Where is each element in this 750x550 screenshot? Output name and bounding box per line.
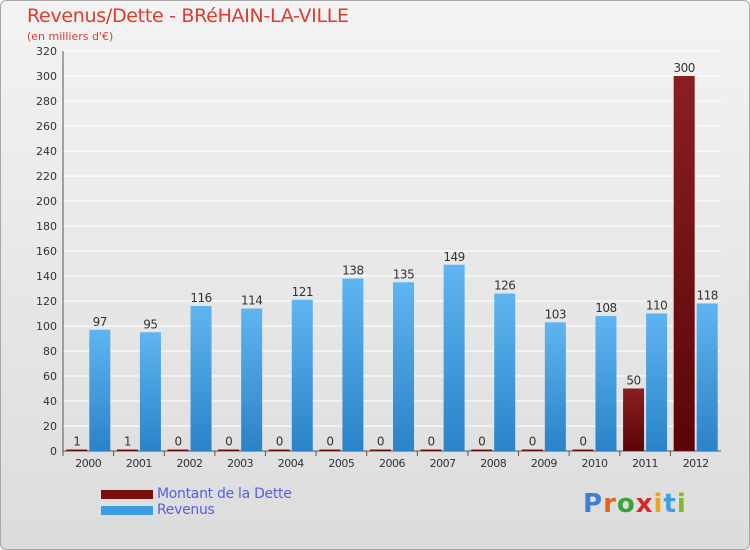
legend-label-revenus: Revenus (157, 502, 215, 518)
data-label-dette-2009: 0 (529, 435, 536, 449)
bar-revenus-2004 (291, 299, 313, 451)
bar-dette-2004 (268, 449, 290, 451)
bar-revenus-2000 (89, 329, 111, 451)
y-tick-label: 180 (36, 220, 57, 233)
data-label-dette-2000: 1 (73, 435, 80, 449)
y-tick-label: 40 (43, 395, 57, 408)
bar-dette-2006 (370, 449, 391, 451)
data-label-revenus-2012: 118 (696, 289, 717, 303)
data-label-dette-2008: 0 (478, 435, 485, 449)
y-tick-label: 260 (36, 120, 57, 133)
y-tick-label: 320 (36, 45, 57, 58)
y-tick-label: 240 (36, 145, 57, 158)
bar-revenus-2001 (139, 332, 161, 451)
data-label-dette-2002: 0 (174, 435, 181, 449)
x-tick-label: 2009 (531, 457, 557, 470)
bar-dette-2001 (116, 449, 138, 451)
x-tick-label: 2000 (75, 457, 101, 470)
y-tick-label: 300 (36, 70, 57, 83)
y-tick-label: 140 (36, 270, 57, 283)
data-label-dette-2010: 0 (579, 435, 586, 449)
x-tick-label: 2002 (177, 457, 203, 470)
bar-revenus-2006 (393, 282, 414, 451)
y-tick-label: 60 (43, 370, 57, 383)
y-tick-label: 0 (50, 445, 57, 458)
x-tick-label: 2001 (126, 457, 152, 470)
data-label-revenus-2009: 103 (545, 307, 566, 321)
data-label-dette-2006: 0 (377, 435, 384, 449)
y-tick-label: 220 (36, 170, 57, 183)
legend-label-dette: Montant de la Dette (157, 486, 292, 502)
data-label-revenus-2002: 116 (190, 291, 211, 305)
bar-revenus-2009 (544, 322, 566, 451)
bar-dette-2005 (319, 449, 341, 451)
data-label-revenus-2003: 114 (241, 294, 262, 308)
data-label-revenus-2010: 108 (595, 301, 616, 315)
data-label-dette-2001: 1 (124, 435, 131, 449)
bar-dette-2007 (420, 449, 442, 451)
logo-letter: r (603, 489, 617, 519)
y-tick-label: 120 (36, 295, 57, 308)
y-tick-label: 200 (36, 195, 57, 208)
x-tick-label: 2005 (328, 457, 354, 470)
bar-revenus-2003 (241, 308, 263, 451)
data-label-dette-2007: 0 (428, 435, 435, 449)
logo-letter: o (616, 489, 636, 519)
x-tick-label: 2004 (278, 457, 304, 470)
data-label-revenus-2001: 95 (143, 317, 157, 331)
bar-revenus-2002 (190, 306, 212, 451)
data-label-dette-2012: 300 (673, 61, 694, 75)
data-label-revenus-2005: 138 (342, 264, 363, 278)
bar-revenus-2011 (646, 313, 668, 451)
y-tick-label: 280 (36, 95, 57, 108)
bar-dette-2012 (673, 76, 695, 451)
data-label-revenus-2004: 121 (292, 285, 313, 299)
bar-revenus-2010 (595, 316, 617, 451)
data-label-dette-2005: 0 (326, 435, 333, 449)
bar-revenus-2008 (494, 293, 516, 451)
data-label-dette-2003: 0 (225, 435, 232, 449)
bar-dette-2000 (66, 449, 88, 451)
bar-dette-2010 (572, 449, 594, 451)
y-tick-label: 160 (36, 245, 57, 258)
bar-dette-2002 (167, 449, 189, 451)
data-label-revenus-2007: 149 (443, 250, 464, 264)
x-tick-label: 2011 (632, 457, 658, 470)
data-label-dette-2011: 50 (626, 374, 640, 388)
x-tick-label: 2006 (379, 457, 405, 470)
data-label-dette-2004: 0 (276, 435, 283, 449)
bar-dette-2011 (623, 388, 645, 451)
data-label-revenus-2000: 97 (93, 315, 107, 329)
bar-revenus-2005 (342, 278, 364, 451)
bar-dette-2008 (471, 449, 493, 451)
data-label-revenus-2006: 135 (393, 267, 414, 281)
data-label-revenus-2008: 126 (494, 279, 515, 293)
x-tick-label: 2003 (227, 457, 253, 470)
logo-letter: i (653, 489, 664, 519)
logo-letter: P (583, 489, 604, 519)
logo-letter: i (676, 489, 687, 519)
bar-revenus-2007 (443, 264, 465, 451)
legend-swatch-revenus (101, 506, 153, 515)
y-tick-label: 100 (36, 320, 57, 333)
legend-swatch-dette (101, 490, 153, 499)
proxiti-logo: Proxiti (583, 489, 687, 519)
x-tick-label: 2010 (581, 457, 607, 470)
chart-title: Revenus/Dette - BRéHAIN-LA-VILLE (27, 5, 349, 27)
chart-subtitle: (en milliers d'€) (27, 30, 114, 43)
bar-revenus-2012 (696, 303, 718, 451)
logo-letter: x (635, 489, 654, 519)
x-tick-label: 2008 (480, 457, 506, 470)
bar-dette-2009 (521, 449, 543, 451)
x-tick-label: 2007 (430, 457, 456, 470)
y-tick-label: 20 (43, 420, 57, 433)
x-tick-label: 2012 (683, 457, 709, 470)
logo-letter: t (663, 489, 677, 519)
y-tick-label: 80 (43, 345, 57, 358)
bar-dette-2003 (218, 449, 240, 451)
data-label-revenus-2011: 110 (646, 299, 667, 313)
